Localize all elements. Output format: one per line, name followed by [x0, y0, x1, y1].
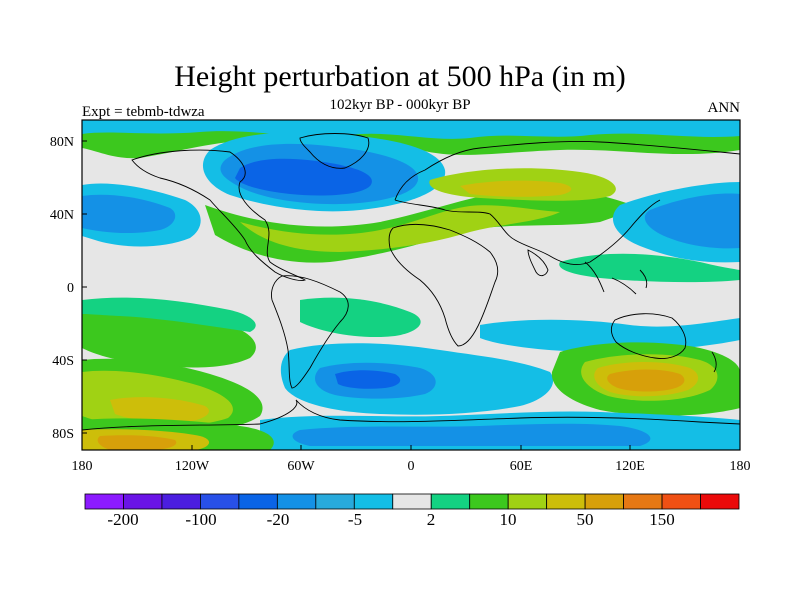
colorbar-swatch — [430, 493, 471, 510]
colorbar-label: -5 — [348, 510, 362, 529]
colorbar — [84, 493, 740, 510]
experiment-label: Expt = tebmb-tdwza — [82, 104, 205, 120]
coastline-greenland — [299, 133, 370, 169]
lon-tick-label: 60W — [287, 459, 315, 474]
colorbar-swatch — [584, 493, 624, 510]
lon-tick-label: 180 — [72, 459, 93, 474]
lon-tick-label: 120W — [175, 459, 210, 474]
field-region-south-atlantic-darkblue — [335, 370, 401, 389]
coastline-india — [527, 249, 549, 277]
colorbar-swatch — [276, 493, 317, 510]
field-region-australia-high-orange — [607, 369, 685, 392]
field-region-south-indian-green — [300, 297, 421, 338]
colorbar-swatch — [392, 493, 432, 510]
colorbar-swatch — [353, 493, 394, 510]
colorbar-swatch — [507, 493, 548, 510]
field-region-northwest-pacific-green — [559, 253, 740, 283]
lon-tick-label: 180 — [730, 459, 751, 474]
field-region-north-pacific-west-blue — [82, 194, 176, 234]
colorbar-labels: -200 -100 -20 -5 2 10 50 150 — [107, 510, 674, 529]
colorbar-swatch — [661, 493, 701, 510]
plot-subtitle: 102kyr BP - 000kyr BP — [329, 97, 471, 113]
coastlines — [82, 133, 740, 431]
coastline-antarctica — [82, 399, 740, 431]
coastline-south-america — [271, 275, 349, 389]
colorbar-swatch — [315, 493, 355, 510]
field-region-arctic-cyan — [82, 120, 740, 139]
coastline-southeast-asia — [584, 261, 648, 295]
colorbar-swatch — [200, 493, 240, 510]
lat-tick-label: 80N — [50, 135, 74, 150]
colorbar-swatch — [469, 493, 509, 510]
lon-tick-label: 0 — [408, 459, 415, 474]
field-region-south-pacific-teal — [82, 297, 256, 332]
colorbar-label: -100 — [185, 510, 216, 529]
height-perturbation-field — [82, 120, 740, 450]
season-label: ANN — [707, 100, 741, 116]
lon-tick-label: 60E — [510, 459, 533, 474]
colorbar-label: 50 — [577, 510, 594, 529]
coastline-new-zealand — [711, 351, 717, 373]
colorbar-swatch — [161, 493, 201, 510]
field-region-antarctic-blue — [292, 423, 651, 446]
lon-axis: 180 120W 60W 0 60E 120E 180 — [72, 445, 751, 474]
lat-tick-label: 80S — [52, 427, 74, 442]
colorbar-label: 2 — [427, 510, 436, 529]
coastline-australia — [610, 313, 687, 359]
colorbar-swatch — [546, 493, 586, 510]
coastline-europe-asia — [394, 141, 740, 265]
colorbar-swatch — [623, 493, 663, 510]
field-region-north-pacific-east-blue — [644, 193, 740, 249]
colorbar-label: -200 — [107, 510, 138, 529]
field-region-south-indian-cyan — [480, 318, 740, 352]
field-region-eurasia-yellow — [460, 180, 572, 197]
field-region-south-pacific-high-yellow — [110, 397, 209, 423]
colorbar-label: 150 — [649, 510, 675, 529]
colorbar-label: -20 — [267, 510, 290, 529]
colorbar-label: 10 — [500, 510, 517, 529]
field-region-midlat-lime — [240, 205, 560, 252]
colorbar-swatch — [123, 493, 163, 510]
coastline-africa — [388, 223, 499, 347]
lat-tick-label: 40S — [52, 354, 74, 369]
coastline-north-america — [131, 149, 307, 281]
lon-tick-label: 120E — [615, 459, 645, 474]
plot-title: Height perturbation at 500 hPa (in m) — [174, 60, 626, 93]
lat-tick-label: 40N — [50, 208, 74, 223]
field-region-antarctic-west-orange — [97, 435, 177, 450]
colorbar-swatch — [700, 493, 740, 510]
lat-axis: 80N 40N 0 40S 80S — [50, 135, 87, 442]
colorbar-swatch — [238, 493, 278, 510]
lat-tick-label: 0 — [67, 281, 74, 296]
colorbar-swatch — [84, 493, 124, 510]
